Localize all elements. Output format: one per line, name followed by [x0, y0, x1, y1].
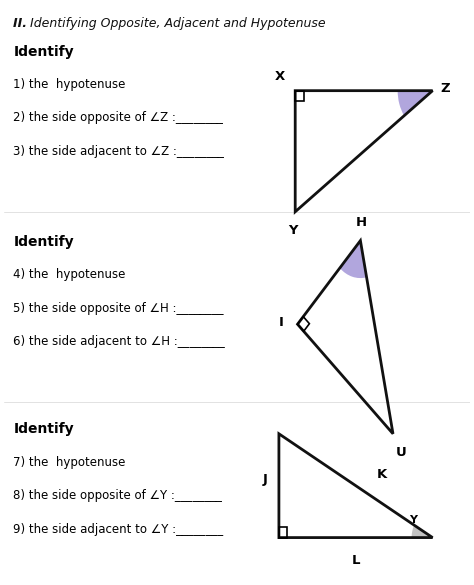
Text: 8) the side opposite of ∠Y :________: 8) the side opposite of ∠Y :________	[13, 489, 222, 502]
Text: Identifying Opposite, Adjacent and Hypotenuse: Identifying Opposite, Adjacent and Hypot…	[30, 18, 326, 30]
Text: Identify: Identify	[13, 422, 74, 436]
Text: 9) the side adjacent to ∠Y :________: 9) the side adjacent to ∠Y :________	[13, 522, 224, 536]
Text: K: K	[377, 467, 387, 481]
Text: X: X	[275, 70, 285, 83]
Text: 7) the  hypotenuse: 7) the hypotenuse	[13, 456, 126, 469]
Text: 4) the  hypotenuse: 4) the hypotenuse	[13, 269, 126, 281]
Text: J: J	[263, 473, 267, 486]
Wedge shape	[411, 525, 433, 538]
Text: H: H	[356, 216, 367, 229]
Text: Identify: Identify	[13, 235, 74, 249]
Text: 1) the  hypotenuse: 1) the hypotenuse	[13, 78, 126, 91]
Text: Identify: Identify	[13, 44, 74, 59]
Text: II.: II.	[13, 18, 32, 30]
Text: Y: Y	[409, 515, 417, 525]
Text: 3) the side adjacent to ∠Z :________: 3) the side adjacent to ∠Z :________	[13, 145, 224, 158]
Text: I: I	[279, 316, 283, 329]
Text: L: L	[352, 554, 360, 567]
Text: U: U	[396, 446, 407, 459]
Text: 5) the side opposite of ∠H :________: 5) the side opposite of ∠H :________	[13, 302, 224, 315]
Wedge shape	[398, 91, 433, 116]
Text: Y: Y	[288, 225, 298, 238]
Text: Z: Z	[440, 82, 450, 95]
Wedge shape	[340, 240, 366, 278]
Text: 6) the side adjacent to ∠H :________: 6) the side adjacent to ∠H :________	[13, 335, 225, 348]
Text: 2) the side opposite of ∠Z :________: 2) the side opposite of ∠Z :________	[13, 111, 223, 125]
